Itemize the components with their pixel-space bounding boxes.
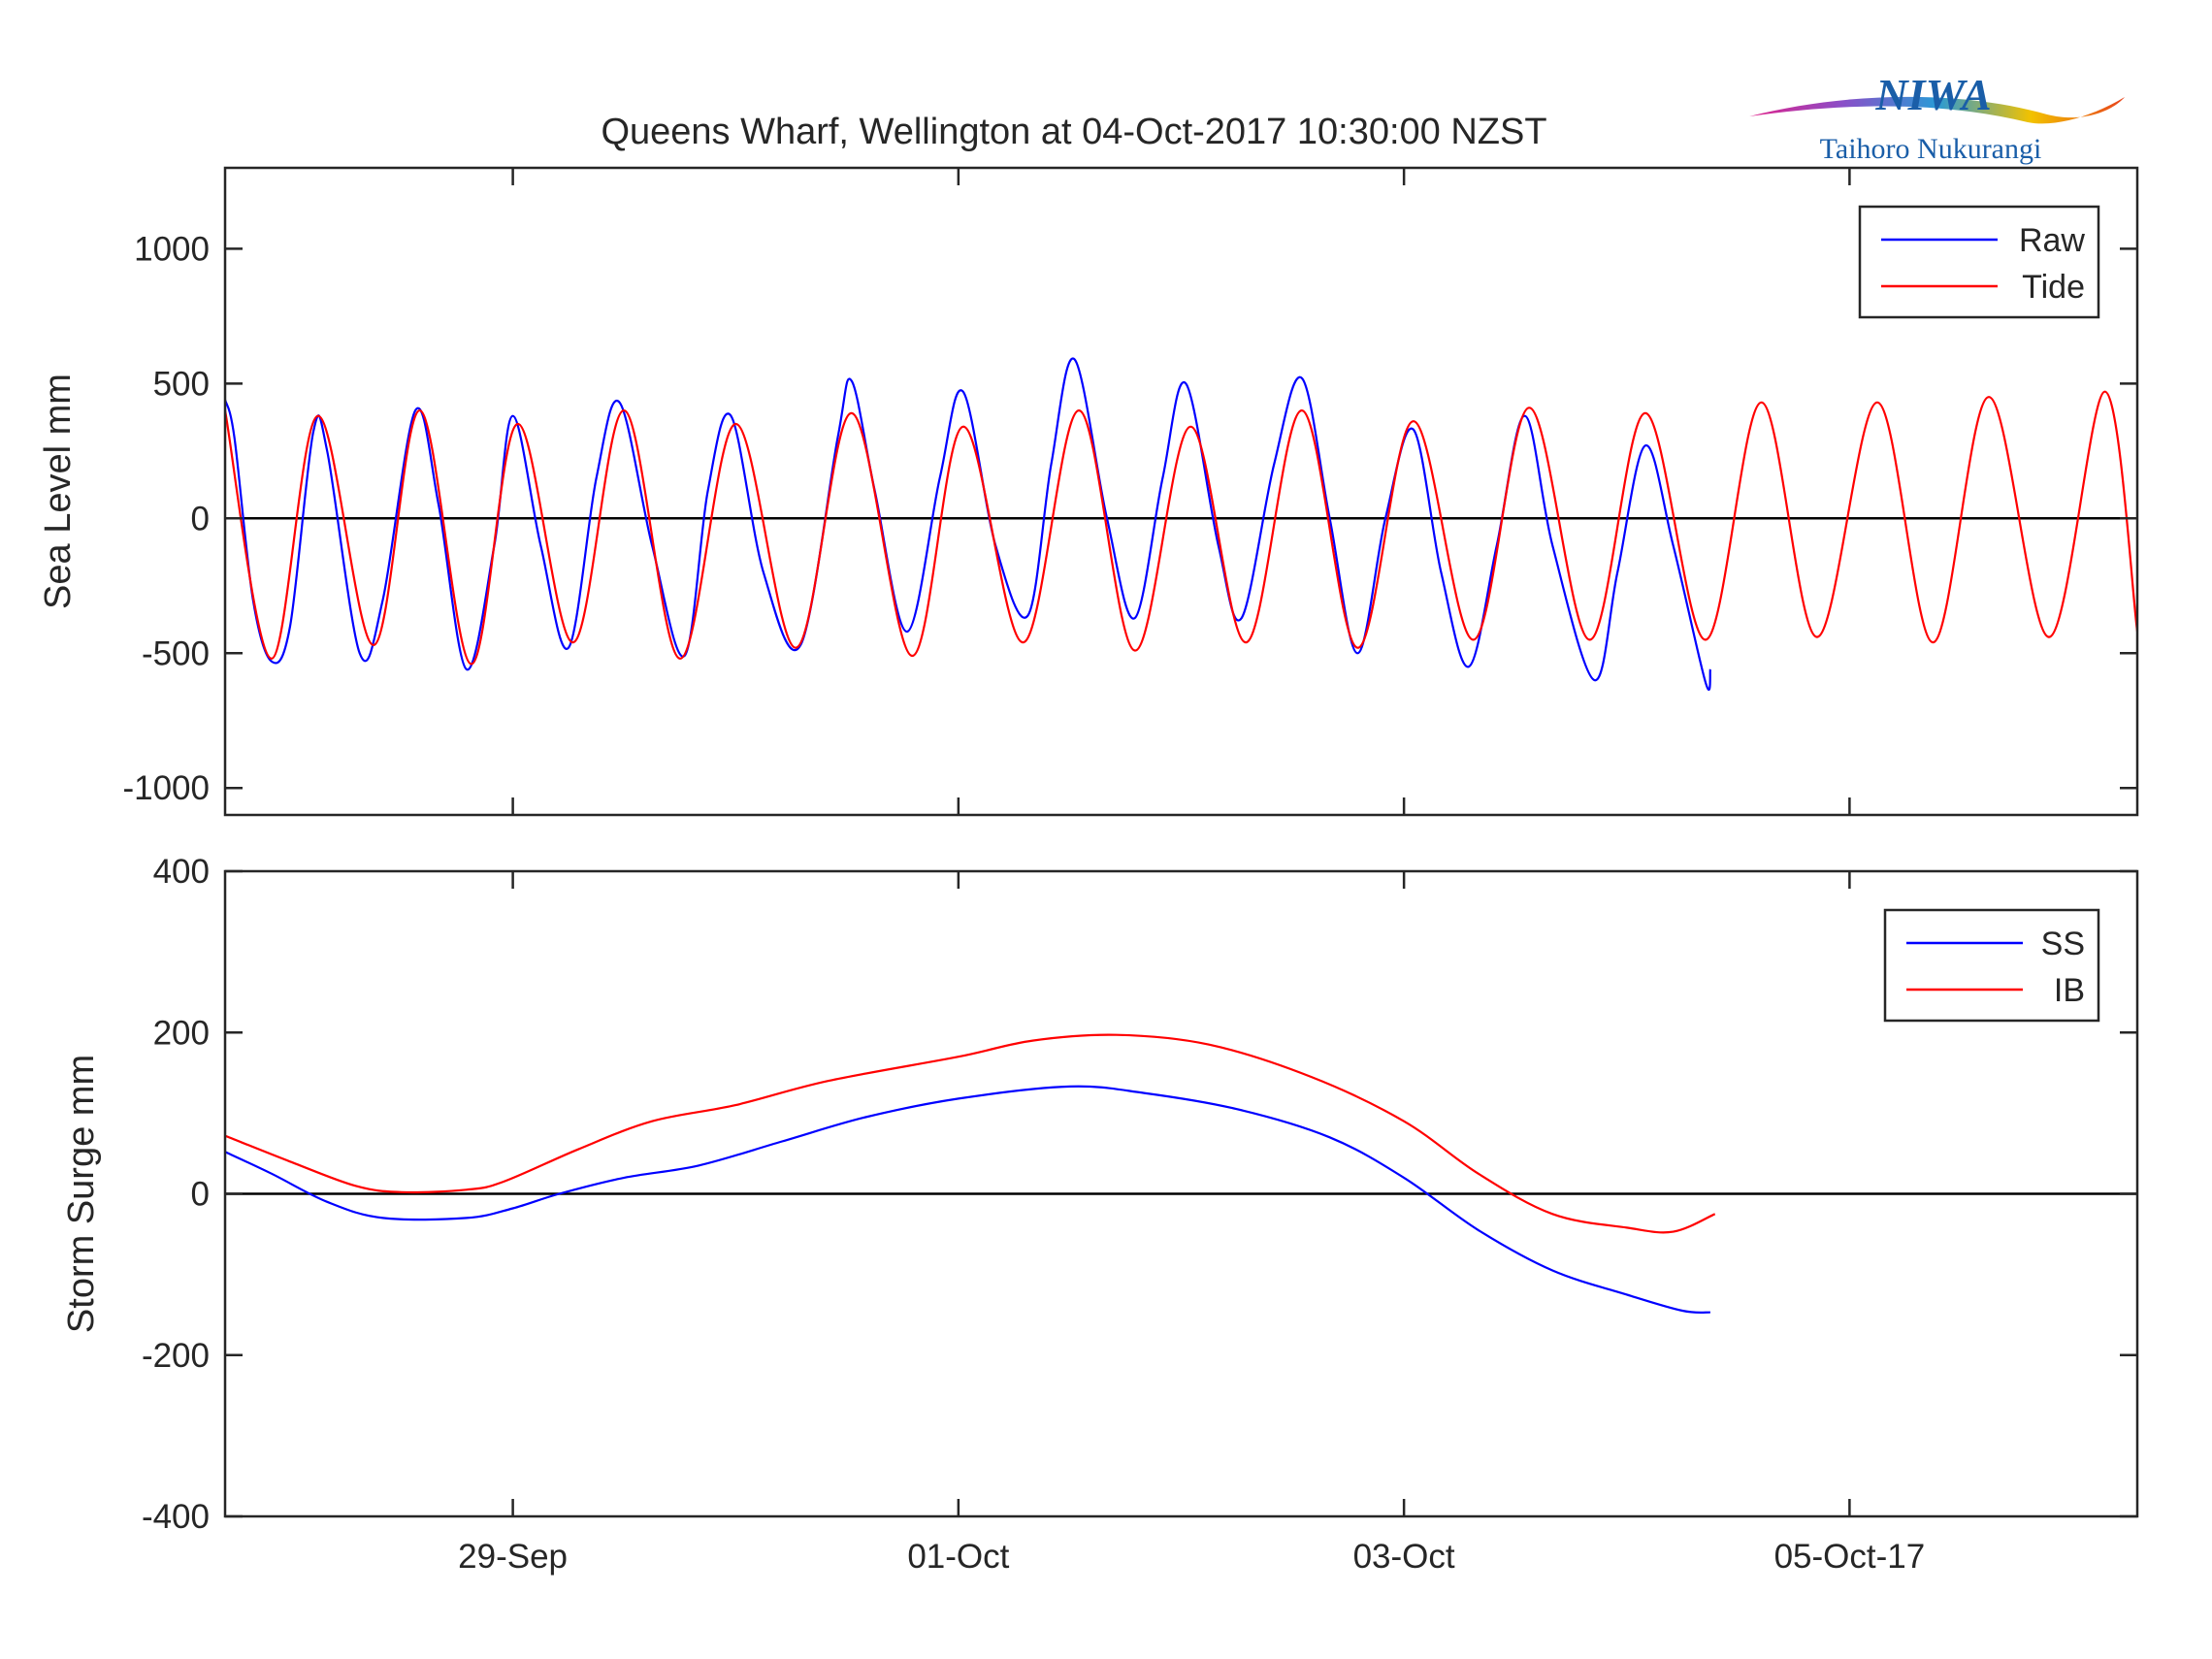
logo-wordmark: NIWA (1874, 70, 1991, 119)
x-tick-label: 29-Sep (458, 1538, 568, 1576)
figure-title: Queens Wharf, Wellington at 04-Oct-2017 … (601, 112, 1546, 152)
y-axis-label: Storm Surge mm (61, 1055, 102, 1333)
y-tick-label: 200 (153, 1014, 210, 1052)
series-line-ss (225, 1085, 1710, 1314)
legend-label: Tide (2022, 269, 2085, 306)
y-axis-label: Sea Level mm (38, 374, 79, 609)
legend-label: SS (2041, 926, 2085, 962)
y-tick-label: -500 (142, 634, 210, 672)
x-tick-label: 03-Oct (1353, 1538, 1455, 1576)
legend-label: Raw (2019, 222, 2085, 259)
series-line-ib (225, 1033, 1716, 1234)
y-tick-label: 0 (191, 500, 210, 537)
y-tick-label: -400 (142, 1498, 210, 1536)
storm-surge-panel: -400 -200 0 200 400 29-Sep 01-Oct 03-Oct 05-Oct-… (61, 853, 2139, 1576)
niwa-logo: NIWA Taihoro Nukurangi (1749, 70, 2125, 165)
y-tick-label: 400 (153, 853, 210, 891)
series-line-tide (225, 390, 2137, 666)
legend-label: IB (2054, 972, 2085, 1009)
legend: SS IB (1883, 908, 2100, 1023)
y-tick-label: 500 (153, 365, 210, 403)
x-tick-label: 05-Oct-17 (1774, 1538, 1926, 1576)
x-tick-label: 01-Oct (907, 1538, 1009, 1576)
y-tick-label: 0 (191, 1176, 210, 1214)
logo-tagline: Taihoro Nukurangi (1820, 133, 2042, 165)
legend: Raw Tide (1858, 205, 2100, 319)
sea-level-panel: -1000 -500 0 500 1000 Sea Level mm Raw Tide (38, 166, 2139, 817)
y-tick-label: -200 (142, 1337, 210, 1375)
axes-box (223, 166, 2139, 817)
series-line-raw (225, 357, 1711, 692)
y-tick-label: 1000 (134, 230, 210, 268)
y-tick-label: -1000 (122, 769, 210, 807)
